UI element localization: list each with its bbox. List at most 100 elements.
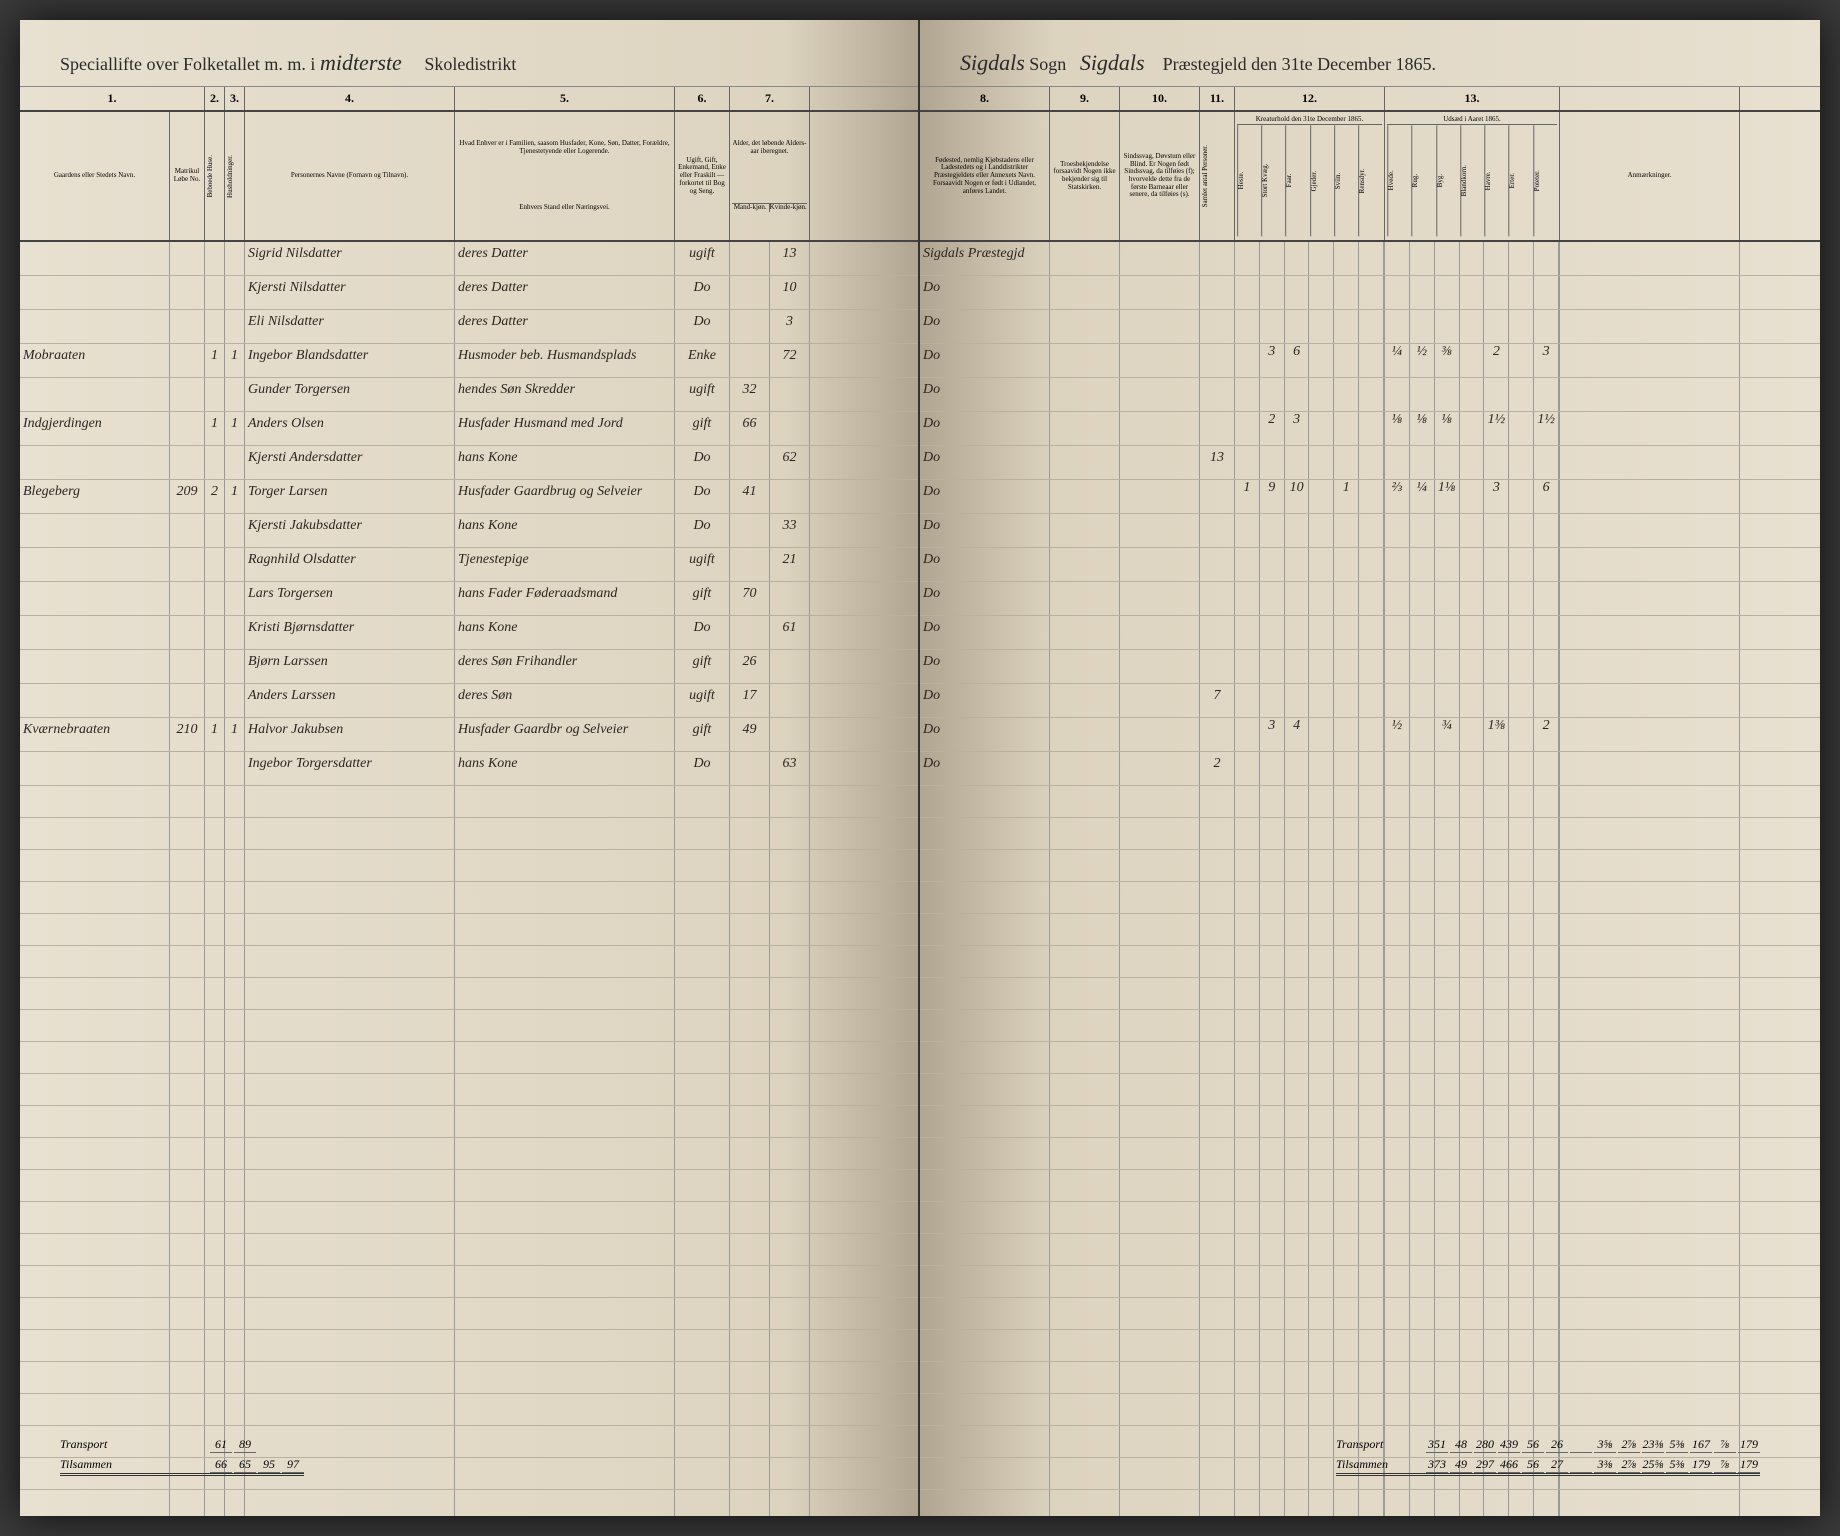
table-row: Do <box>920 582 1820 616</box>
table-row: Do <box>920 378 1820 412</box>
transport-values-r: 3514828043956263⅝2⅞23⅜5⅜167⅞179 <box>1426 1437 1760 1453</box>
empty-row <box>920 1394 1820 1426</box>
empty-row <box>20 1266 918 1298</box>
table-row: Bjørn Larssenderes Søn Frihandlergift26 <box>20 650 918 684</box>
table-row: Do13 <box>920 446 1820 480</box>
table-row: Do <box>920 276 1820 310</box>
tilsammen-label-r: Tilsammen <box>1336 1457 1426 1473</box>
empty-row <box>920 1266 1820 1298</box>
colhead-disability: Sindssvag, Døvstum eller Blind. Er Nogen… <box>1120 112 1200 240</box>
transport-label-r: Transport <box>1336 1437 1426 1453</box>
table-row: Anders Larssenderes Sønugift17 <box>20 684 918 718</box>
right-header: Sigdals Sogn Sigdals Præstegjeld den 31t… <box>920 20 1820 87</box>
table-row: Do36¼½⅜23 <box>920 344 1820 378</box>
empty-row <box>20 1074 918 1106</box>
left-header: Speciallifte over Folketallet m. m. i mi… <box>20 20 918 87</box>
colhead-role: Hvad Enhver er i Familien, saasom Husfad… <box>455 112 675 240</box>
header-handwritten: midterste <box>320 50 402 75</box>
empty-row <box>920 1106 1820 1138</box>
right-column-numbers: 8. 9. 10. 11. 12. 13. <box>920 87 1820 112</box>
colhead-households: Husholdninger. <box>225 112 245 240</box>
empty-row <box>20 1234 918 1266</box>
table-row: Do <box>920 310 1820 344</box>
header-suffix: Skoledistrikt <box>424 54 516 74</box>
right-footer: Transport 3514828043956263⅝2⅞23⅜5⅜167⅞17… <box>1336 1437 1760 1476</box>
colnum-12: 12. <box>1235 87 1385 110</box>
colnum-3: 3. <box>225 87 245 110</box>
colhead-remarks: Anmærkninger. <box>1560 112 1740 240</box>
transport-values: 6189 <box>210 1437 256 1453</box>
table-row: Kjersti Nilsdatterderes DatterDo10 <box>20 276 918 310</box>
right-page: Sigdals Sogn Sigdals Præstegjeld den 31t… <box>920 20 1820 1516</box>
table-row: Do <box>920 650 1820 684</box>
table-row: Ragnhild OlsdatterTjenestepigeugift21 <box>20 548 918 582</box>
table-row: Lars Torgersenhans Fader Føderaadsmandgi… <box>20 582 918 616</box>
table-row: Blegeberg20921Torger LarsenHusfader Gaar… <box>20 480 918 514</box>
empty-row <box>20 978 918 1010</box>
colnum-10: 10. <box>1120 87 1200 110</box>
colhead-religion: Troesbekjendelse forsaavidt Nogen ikke b… <box>1050 112 1120 240</box>
empty-row <box>920 1074 1820 1106</box>
parish-hand: Sigdals <box>1080 50 1145 75</box>
date-suffix: Præstegjeld den 31te December 1865. <box>1163 54 1436 74</box>
left-footer: Transport 6189 Tilsammen 66659597 <box>60 1437 878 1476</box>
sogn-hand: Sigdals <box>960 50 1025 75</box>
tilsammen-values-r: 3734929746656273⅜2⅞25⅝5⅜179⅞179 <box>1426 1457 1760 1473</box>
empty-row <box>920 850 1820 882</box>
table-row: Do23⅛⅛⅛1½1½ <box>920 412 1820 446</box>
table-row: Eli Nilsdatterderes DatterDo3 <box>20 310 918 344</box>
left-column-headers: Gaardens eller Stedets Navn. Matrikul Lø… <box>20 112 918 242</box>
table-row: Indgjerdingen11Anders OlsenHusfader Husm… <box>20 412 918 446</box>
left-data-rows: Sigrid Nilsdatterderes Datterugift13Kjer… <box>20 242 918 1516</box>
table-row: Ingebor Torgersdatterhans KoneDo63 <box>20 752 918 786</box>
colhead-livestock: Kreaturhold den 31te December 1865. Hest… <box>1235 112 1385 240</box>
colnum-7: 7. <box>730 87 810 110</box>
empty-row <box>920 1170 1820 1202</box>
sogn-label: Sogn <box>1029 54 1066 74</box>
empty-row <box>920 1234 1820 1266</box>
empty-row <box>920 1202 1820 1234</box>
empty-row <box>920 882 1820 914</box>
colhead-birthplace: Fødested, nemlig Kjøbstadens eller Lades… <box>920 112 1050 240</box>
colhead-matrikul: Matrikul Løbe No. <box>170 112 205 240</box>
empty-row <box>920 1010 1820 1042</box>
right-data-rows: Sigdals PræstegjdDoDoDo36¼½⅜23DoDo23⅛⅛⅛1… <box>920 242 1820 1516</box>
empty-row <box>20 1362 918 1394</box>
transport-label: Transport <box>60 1437 210 1453</box>
header-prefix: Speciallifte over Folketallet m. m. i <box>60 54 315 74</box>
empty-row <box>920 1298 1820 1330</box>
empty-row <box>920 978 1820 1010</box>
table-row: Mobraaten11Ingebor BlandsdatterHusmoder … <box>20 344 918 378</box>
colnum-13: 13. <box>1385 87 1560 110</box>
table-row: Do19101⅔¼1⅛36 <box>920 480 1820 514</box>
table-row: Gunder Torgersenhendes Søn Skredderugift… <box>20 378 918 412</box>
colnum-9: 9. <box>1050 87 1120 110</box>
colhead-sowing: Udsæd i Aaret 1865. Hvede.Rug.Byg.Blandk… <box>1385 112 1560 240</box>
empty-row <box>20 914 918 946</box>
empty-row <box>20 1106 918 1138</box>
colhead-age: Alder, det løbende Alders-aar iberegnet.… <box>730 112 810 240</box>
empty-row <box>20 1298 918 1330</box>
colnum-8: 8. <box>920 87 1050 110</box>
table-row: Kværnebraaten21011Halvor JakubsenHusfade… <box>20 718 918 752</box>
empty-row <box>920 786 1820 818</box>
census-ledger-book: Speciallifte over Folketallet m. m. i mi… <box>20 20 1820 1516</box>
colhead-place: Gaardens eller Stedets Navn. <box>20 112 170 240</box>
table-row: Do <box>920 514 1820 548</box>
colhead-names: Personernes Navne (Fornavn og Tilnavn). <box>245 112 455 240</box>
empty-row <box>20 786 918 818</box>
empty-row <box>920 1042 1820 1074</box>
colnum-11: 11. <box>1200 87 1235 110</box>
table-row: Kristi Bjørnsdatterhans KoneDo61 <box>20 616 918 650</box>
colnum-remarks <box>1560 87 1740 110</box>
colhead-marital: Ugift, Gift, Enkemand, Enke eller Fraski… <box>675 112 730 240</box>
empty-row <box>20 1330 918 1362</box>
empty-row <box>920 1490 1820 1516</box>
colnum-1: 1. <box>20 87 205 110</box>
colhead-total: Samlet antal Personer. <box>1200 112 1235 240</box>
empty-row <box>920 1138 1820 1170</box>
table-row: Do34½¾1⅜2 <box>920 718 1820 752</box>
left-column-numbers: 1. 2. 3. 4. 5. 6. 7. <box>20 87 918 112</box>
colnum-5: 5. <box>455 87 675 110</box>
empty-row <box>920 946 1820 978</box>
